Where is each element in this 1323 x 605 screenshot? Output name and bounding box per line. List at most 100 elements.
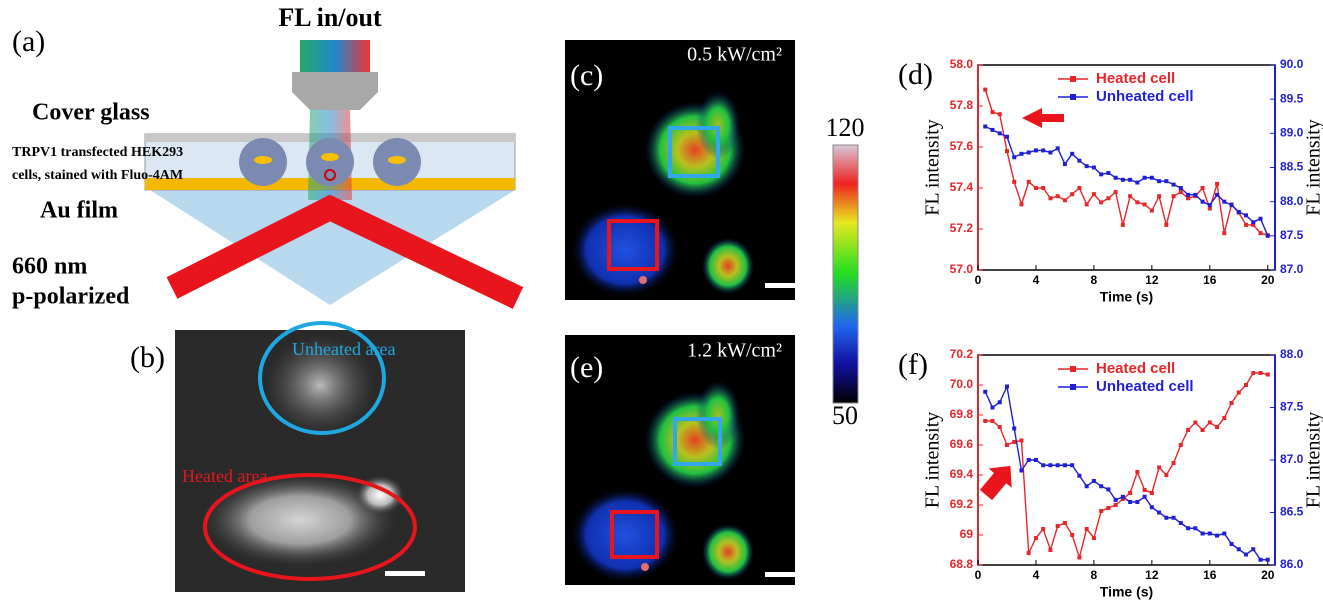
colorbar-max: 120 [826,113,865,142]
y-tick-label: 57.8 [950,98,974,112]
point [1128,491,1132,495]
point [1048,548,1052,552]
panel-label: (d) [898,58,933,91]
y-tick-label: 87.5 [1280,400,1304,414]
point [1019,469,1023,473]
point [1048,150,1052,154]
point [1230,203,1234,207]
heat-spot [639,276,647,284]
point [1172,516,1176,520]
point [1005,385,1009,389]
point [1114,503,1118,507]
wave-label: 660 nm [12,254,87,280]
x-axis-label: Time (s) [1100,289,1153,305]
point [1106,196,1110,200]
point [1244,553,1248,557]
point [1244,213,1248,217]
point [1244,383,1248,387]
point [1237,210,1241,214]
y-tick-label: 69.8 [950,407,974,421]
point [1208,203,1212,207]
point [1157,179,1161,183]
y-tick-label: 57.4 [950,180,974,194]
point [1135,200,1139,204]
point [1063,463,1067,467]
power-label: 1.2 kW/cm² [687,340,782,362]
point [1114,176,1118,180]
point [1027,551,1031,555]
x-tick-label: 4 [1033,273,1040,287]
y-tick-label: 89.5 [1280,91,1304,105]
y-axis-label: FL intensity [922,119,944,215]
panel-label: (e) [570,351,603,384]
point [1077,159,1081,163]
chart: 04812162057.057.257.457.657.858.087.087.… [898,57,1323,305]
point [1027,458,1031,462]
area-label: Unheated area [292,339,395,359]
legend-label: Unheated cell [1096,378,1194,395]
point [1193,421,1197,425]
point [1157,466,1161,470]
point [1143,488,1147,492]
y2-axis-label: FL intensity [1303,119,1323,215]
x-tick-label: 8 [1091,273,1098,287]
nucleus [321,153,339,161]
point [1012,155,1016,159]
point [1092,479,1096,483]
point [1085,164,1089,168]
point [1201,186,1205,190]
point [1034,458,1038,462]
heat-spot [641,563,649,571]
point [998,112,1002,116]
point [1237,391,1241,395]
point [1077,556,1081,560]
point [1251,547,1255,551]
point [1164,223,1168,227]
point [1005,135,1009,139]
point [1150,209,1154,213]
point [1121,223,1125,227]
x-tick-label: 20 [1261,568,1275,582]
point [1266,373,1270,377]
point [1048,463,1052,467]
point [1215,193,1219,197]
point [1085,484,1089,488]
point [1012,180,1016,184]
panel-c: (c) 0.5 kW/cm² [565,40,801,300]
legend-marker [1070,94,1076,100]
point [1222,416,1226,420]
point [1208,421,1212,425]
y-tick-label: 70.0 [950,377,974,391]
legend-label: Heated cell [1096,360,1175,377]
panel-label: (a) [12,25,45,58]
point [1208,207,1212,211]
point [1201,532,1205,536]
nucleus [254,156,272,164]
point [1019,439,1023,443]
y-axis-label: FL intensity [922,412,944,508]
point [1164,473,1168,477]
point [1041,527,1045,531]
point [1019,202,1023,206]
glass-label: Cover glass [32,100,150,126]
point [1056,463,1060,467]
cell-blob [570,202,680,298]
pol-label: p-polarized [12,284,130,310]
colorbar-min: 50 [832,401,858,430]
series-line [985,373,1268,558]
point [1135,181,1139,185]
y-tick-label: 57.6 [950,139,974,153]
x-tick-label: 0 [975,273,982,287]
point [1099,200,1103,204]
point [1005,443,1009,447]
point [1150,491,1154,495]
point [1179,521,1183,525]
scale-bar [765,572,801,577]
point [1230,542,1234,546]
power-label: 0.5 kW/cm² [687,44,782,66]
legend-marker [1070,366,1076,372]
y-tick-label: 86.0 [1280,557,1304,571]
point [1114,190,1118,194]
point [998,425,1002,429]
point [1172,461,1176,465]
